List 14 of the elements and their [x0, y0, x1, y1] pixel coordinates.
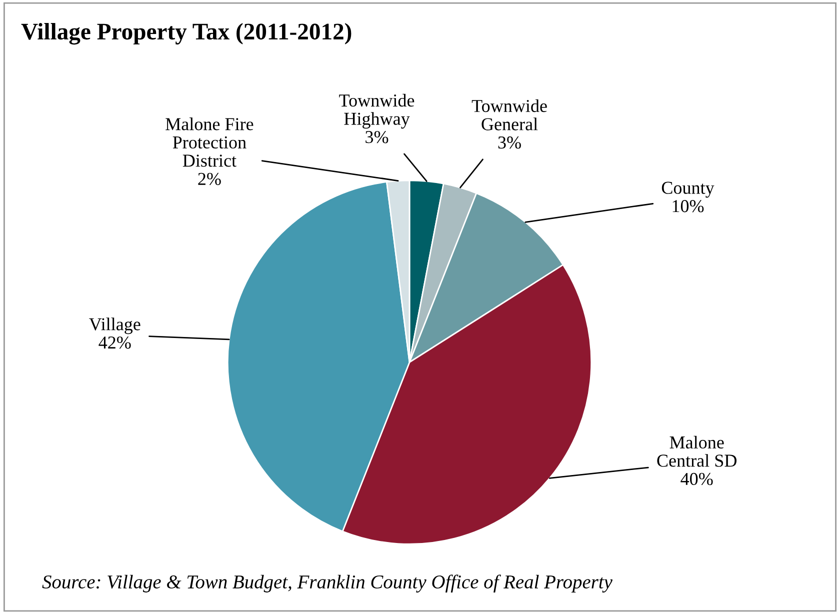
slice-label: Townwide General: [472, 99, 547, 130]
data-label: 3%: [498, 136, 521, 149]
data-label: 3%: [366, 131, 388, 144]
slice-label: County: [662, 182, 714, 198]
source-note: Source: Village & Town Budget, Franklin County Office of Real Property: [42, 574, 612, 593]
slice-label: Malone Central SD: [657, 436, 736, 467]
data-label: 42%: [98, 336, 131, 349]
data-label: 10%: [672, 200, 704, 212]
data-label: 40%: [680, 472, 713, 486]
slice-label: Malone Fire Protection District: [166, 118, 254, 167]
slice-label: Village: [89, 318, 140, 334]
data-label: 2%: [198, 172, 221, 186]
slice-label: Townwide Highway: [339, 94, 414, 129]
chart-title: Village Property Tax (2011-2012): [21, 22, 352, 45]
